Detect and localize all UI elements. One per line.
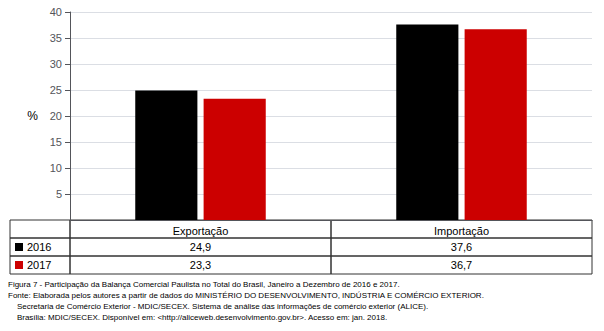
svg-text:25: 25 (50, 84, 62, 96)
svg-text:30: 30 (50, 58, 62, 70)
svg-text:15: 15 (50, 136, 62, 148)
svg-text:5: 5 (56, 188, 62, 200)
svg-text:Secretaria de Comércio Exterio: Secretaria de Comércio Exterior - MDIC/S… (8, 302, 428, 311)
svg-text:23,3: 23,3 (190, 259, 211, 271)
svg-text:35: 35 (50, 32, 62, 44)
svg-text:36,7: 36,7 (451, 259, 472, 271)
svg-text:2016: 2016 (27, 241, 51, 253)
svg-text:10: 10 (50, 162, 62, 174)
svg-text:2017: 2017 (27, 259, 51, 271)
svg-text:%: % (27, 109, 38, 123)
svg-text:37,6: 37,6 (451, 241, 472, 253)
svg-text:Figura 7 - Participação da Bal: Figura 7 - Participação da Balança Comer… (8, 280, 400, 289)
svg-text:24,9: 24,9 (190, 241, 211, 253)
svg-text:Exportação: Exportação (173, 225, 229, 237)
svg-text:Fonte: Elaborada pelos autores: Fonte: Elaborada pelos autores a partir … (8, 291, 484, 300)
svg-text:40: 40 (50, 6, 62, 18)
svg-text:20: 20 (50, 110, 62, 122)
svg-text:Brasília: MDIC/SECEX. Disponív: Brasília: MDIC/SECEX. Disponível em: <ht… (8, 313, 387, 322)
svg-text:Importação: Importação (434, 225, 489, 237)
